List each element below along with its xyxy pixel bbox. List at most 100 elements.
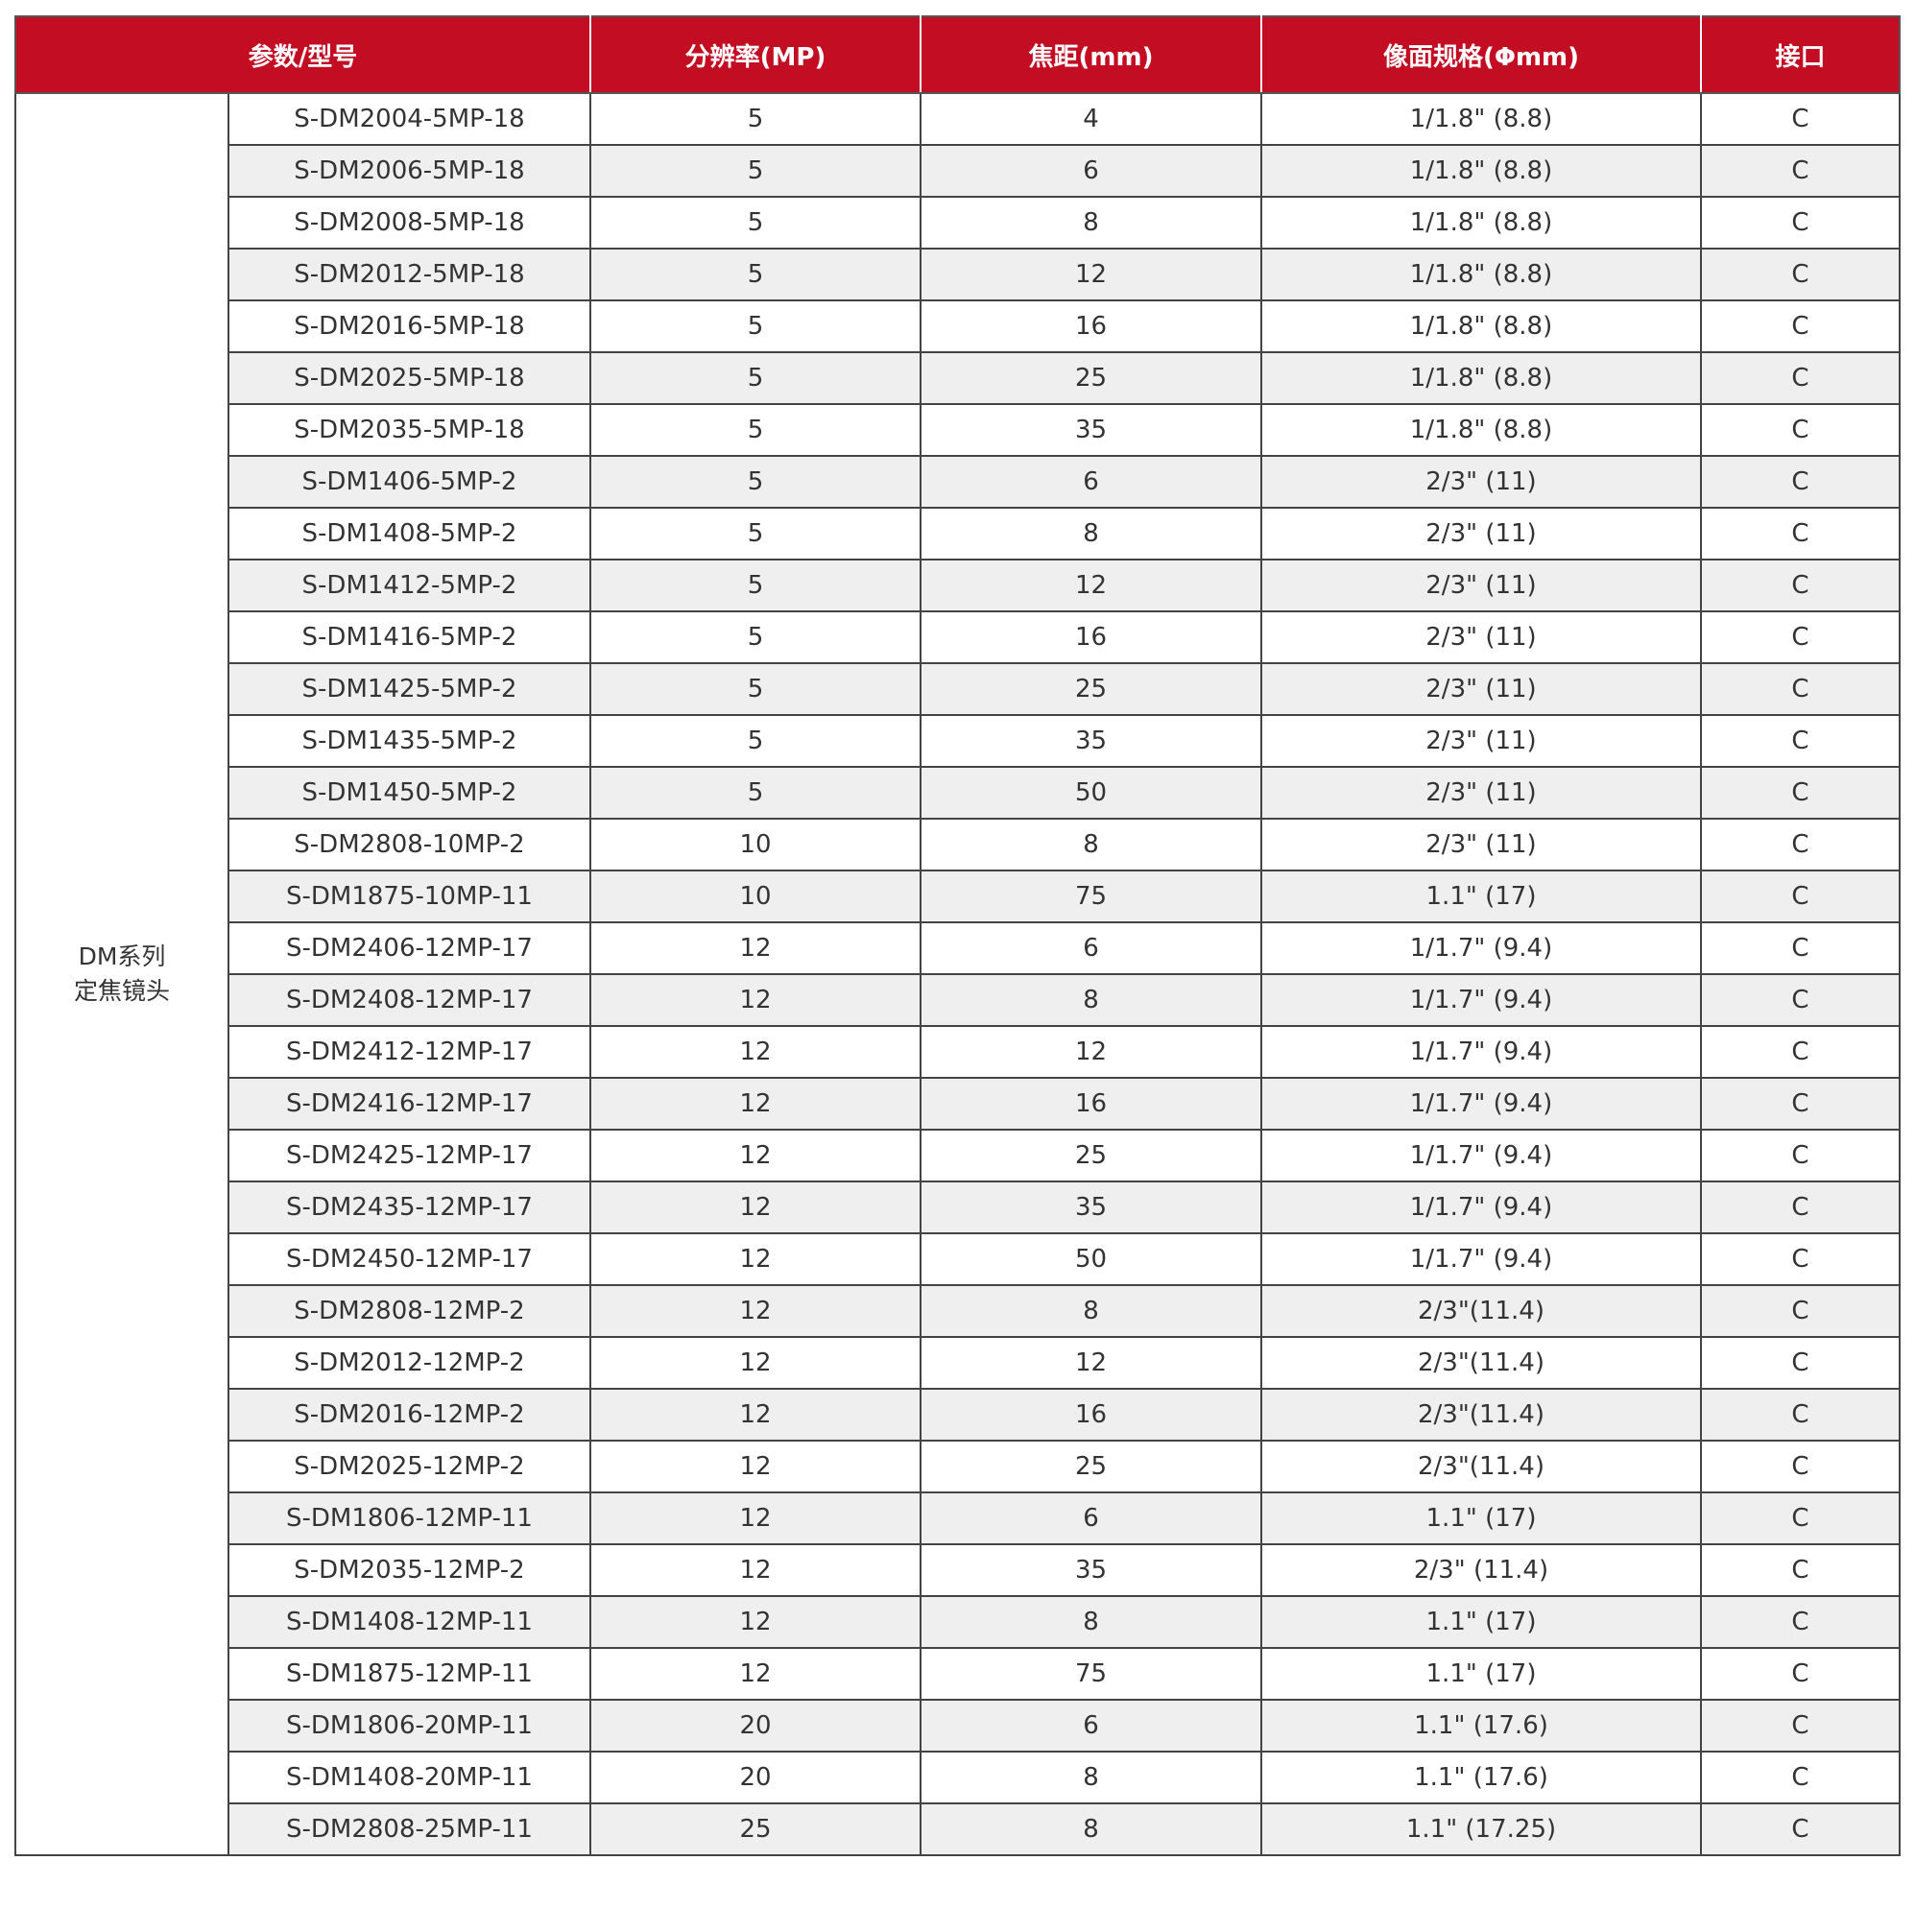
- cell-mount: C: [1700, 1388, 1901, 1442]
- header-mount: 接口: [1700, 15, 1901, 94]
- table-row: S-DM2016-12MP-2 12 16 2/3"(11.4) C: [15, 1388, 1901, 1442]
- cell-model: S-DM1406-5MP-2: [227, 455, 591, 509]
- cell-resolution: 10: [589, 818, 922, 871]
- cell-focal-length: 35: [920, 403, 1262, 457]
- cell-focal-length: 75: [920, 870, 1262, 923]
- cell-resolution: 12: [589, 1025, 922, 1079]
- cell-model: S-DM1408-20MP-11: [227, 1751, 591, 1804]
- table-row: S-DM1875-12MP-11 12 75 1.1" (17) C: [15, 1647, 1901, 1701]
- cell-model: S-DM1425-5MP-2: [227, 662, 591, 716]
- cell-resolution: 12: [589, 1595, 922, 1649]
- cell-mount: C: [1700, 610, 1901, 664]
- cell-image-format: 1/1.8" (8.8): [1260, 92, 1702, 146]
- cell-image-format: 1.1" (17): [1260, 1595, 1702, 1649]
- cell-model: S-DM1435-5MP-2: [227, 714, 591, 768]
- table-row: S-DM2035-12MP-2 12 35 2/3" (11.4) C: [15, 1543, 1901, 1597]
- cell-model: S-DM2006-5MP-18: [227, 144, 591, 198]
- cell-mount: C: [1700, 1491, 1901, 1545]
- cell-model: S-DM2425-12MP-17: [227, 1129, 591, 1182]
- cell-model: S-DM1412-5MP-2: [227, 559, 591, 612]
- cell-model: S-DM2016-5MP-18: [227, 299, 591, 353]
- cell-image-format: 2/3" (11): [1260, 559, 1702, 612]
- cell-mount: C: [1700, 1595, 1901, 1649]
- cell-image-format: 1/1.8" (8.8): [1260, 299, 1702, 353]
- header-image-format: 像面规格(Φmm): [1260, 15, 1702, 94]
- cell-resolution: 5: [589, 766, 922, 820]
- header-row: 参数/型号 分辨率(MP) 焦距(mm) 像面规格(Φmm) 接口: [14, 15, 1901, 94]
- cell-resolution: 5: [589, 403, 922, 457]
- cell-resolution: 5: [589, 507, 922, 561]
- cell-resolution: 12: [589, 1336, 922, 1390]
- cell-focal-length: 8: [920, 1751, 1262, 1804]
- cell-image-format: 1.1" (17): [1260, 870, 1702, 923]
- cell-image-format: 2/3" (11): [1260, 455, 1702, 509]
- cell-mount: C: [1700, 1802, 1901, 1856]
- table-row: S-DM2450-12MP-17 12 50 1/1.7" (9.4) C: [15, 1232, 1901, 1286]
- cell-mount: C: [1700, 1284, 1901, 1338]
- cell-image-format: 1.1" (17.6): [1260, 1699, 1702, 1753]
- cell-focal-length: 8: [920, 1284, 1262, 1338]
- cell-mount: C: [1700, 144, 1901, 198]
- cell-focal-length: 8: [920, 1595, 1262, 1649]
- cell-mount: C: [1700, 870, 1901, 923]
- cell-model: S-DM2406-12MP-17: [227, 921, 591, 975]
- cell-mount: C: [1700, 1647, 1901, 1701]
- cell-focal-length: 8: [920, 196, 1262, 250]
- header-focal-length: 焦距(mm): [920, 15, 1262, 94]
- cell-focal-length: 16: [920, 299, 1262, 353]
- cell-focal-length: 75: [920, 1647, 1262, 1701]
- header-resolution: 分辨率(MP): [589, 15, 922, 94]
- cell-model: S-DM2412-12MP-17: [227, 1025, 591, 1079]
- table-row: DM系列 定焦镜头 S-DM2004-5MP-18 5 4 1/1.8" (8.8) C: [14, 92, 1901, 1856]
- cell-mount: C: [1700, 92, 1901, 146]
- table-body: DM系列 定焦镜头 S-DM2004-5MP-18 5 4 1/1.8" (8.8) C S-…: [14, 92, 1901, 1856]
- table-row: S-DM2412-12MP-17 12 12 1/1.7" (9.4) C: [15, 1025, 1901, 1079]
- cell-model: S-DM1408-12MP-11: [227, 1595, 591, 1649]
- cell-image-format: 1/1.7" (9.4): [1260, 973, 1702, 1027]
- cell-mount: C: [1700, 1440, 1901, 1493]
- cell-image-format: 1.1" (17): [1260, 1491, 1702, 1545]
- cell-focal-length: 25: [920, 1440, 1262, 1493]
- cell-image-format: 2/3"(11.4): [1260, 1336, 1702, 1390]
- cell-mount: C: [1700, 662, 1901, 716]
- cell-resolution: 10: [589, 870, 922, 923]
- table-row: S-DM2808-10MP-2 10 8 2/3" (11) C: [15, 818, 1901, 871]
- table-row: S-DM2035-5MP-18 5 35 1/1.8" (8.8) C: [15, 403, 1901, 457]
- series-label: DM系列 定焦镜头: [14, 92, 229, 1856]
- cell-resolution: 5: [589, 196, 922, 250]
- cell-mount: C: [1700, 403, 1901, 457]
- cell-focal-length: 12: [920, 248, 1262, 301]
- table-row: S-DM1416-5MP-2 5 16 2/3" (11) C: [15, 610, 1901, 664]
- series-label-line1: DM系列: [78, 942, 166, 970]
- cell-mount: C: [1700, 973, 1901, 1027]
- cell-mount: C: [1700, 1232, 1901, 1286]
- cell-mount: C: [1700, 1077, 1901, 1131]
- cell-image-format: 1/1.8" (8.8): [1260, 403, 1702, 457]
- table-row: S-DM1412-5MP-2 5 12 2/3" (11) C: [15, 559, 1901, 612]
- cell-image-format: 2/3"(11.4): [1260, 1284, 1702, 1338]
- cell-image-format: 2/3"(11.4): [1260, 1388, 1702, 1442]
- cell-resolution: 12: [589, 1491, 922, 1545]
- cell-focal-length: 8: [920, 973, 1262, 1027]
- cell-resolution: 12: [589, 1077, 922, 1131]
- cell-mount: C: [1700, 1025, 1901, 1079]
- table-row: S-DM2012-5MP-18 5 12 1/1.8" (8.8) C: [15, 248, 1901, 301]
- table-row: S-DM2808-12MP-2 12 8 2/3"(11.4) C: [15, 1284, 1901, 1338]
- table-row: S-DM1435-5MP-2 5 35 2/3" (11) C: [15, 714, 1901, 768]
- cell-image-format: 2/3" (11): [1260, 818, 1702, 871]
- cell-mount: C: [1700, 351, 1901, 405]
- cell-model: S-DM2025-5MP-18: [227, 351, 591, 405]
- table-row: S-DM1408-12MP-11 12 8 1.1" (17) C: [15, 1595, 1901, 1649]
- cell-focal-length: 16: [920, 610, 1262, 664]
- cell-focal-length: 35: [920, 714, 1262, 768]
- cell-mount: C: [1700, 766, 1901, 820]
- cell-mount: C: [1700, 1129, 1901, 1182]
- cell-focal-length: 6: [920, 455, 1262, 509]
- cell-mount: C: [1700, 1181, 1901, 1234]
- table-row: S-DM2025-5MP-18 5 25 1/1.8" (8.8) C: [15, 351, 1901, 405]
- table-row: S-DM1806-12MP-11 12 6 1.1" (17) C: [15, 1491, 1901, 1545]
- cell-focal-length: 16: [920, 1388, 1262, 1442]
- cell-model: S-DM2016-12MP-2: [227, 1388, 591, 1442]
- cell-image-format: 2/3" (11): [1260, 507, 1702, 561]
- cell-focal-length: 12: [920, 559, 1262, 612]
